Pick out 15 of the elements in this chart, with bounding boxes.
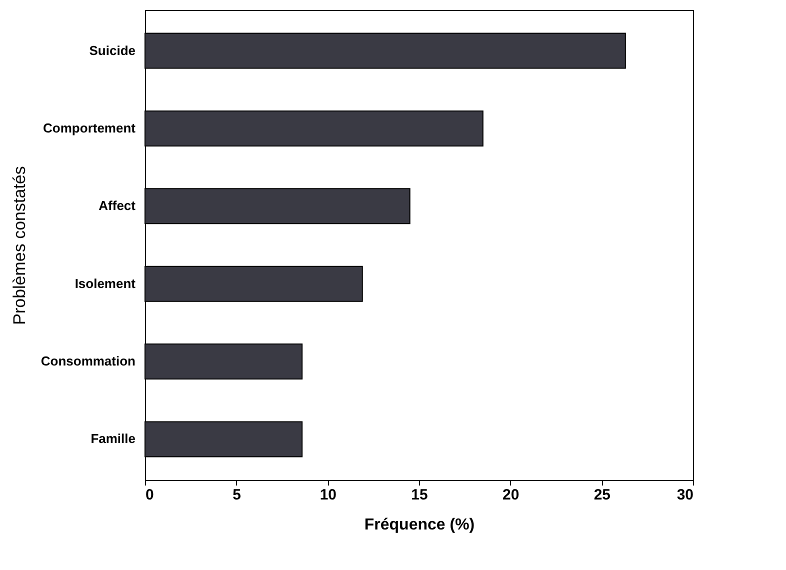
x-tick-label: 5	[232, 486, 242, 504]
y-tick-label: Famille	[90, 431, 136, 446]
y-tick-label: Consommation	[40, 354, 136, 369]
x-tick-label: 30	[676, 486, 694, 504]
x-tick-label: 20	[502, 486, 520, 504]
y-tick-label: Comportement	[43, 120, 136, 136]
x-tick-label: 0	[146, 486, 154, 504]
x-tick-label: 25	[594, 486, 611, 504]
x-tick-label: 15	[411, 486, 428, 504]
y-tick-label: Affect	[98, 198, 136, 214]
y-tick-label: Suicide	[89, 42, 136, 58]
x-tick-label: 10	[320, 486, 337, 504]
y-tick-label: Isolement	[74, 276, 136, 291]
x-axis-title: Fréquence (%)	[364, 516, 475, 534]
y-axis-title: Problèmes constatés	[10, 166, 29, 325]
